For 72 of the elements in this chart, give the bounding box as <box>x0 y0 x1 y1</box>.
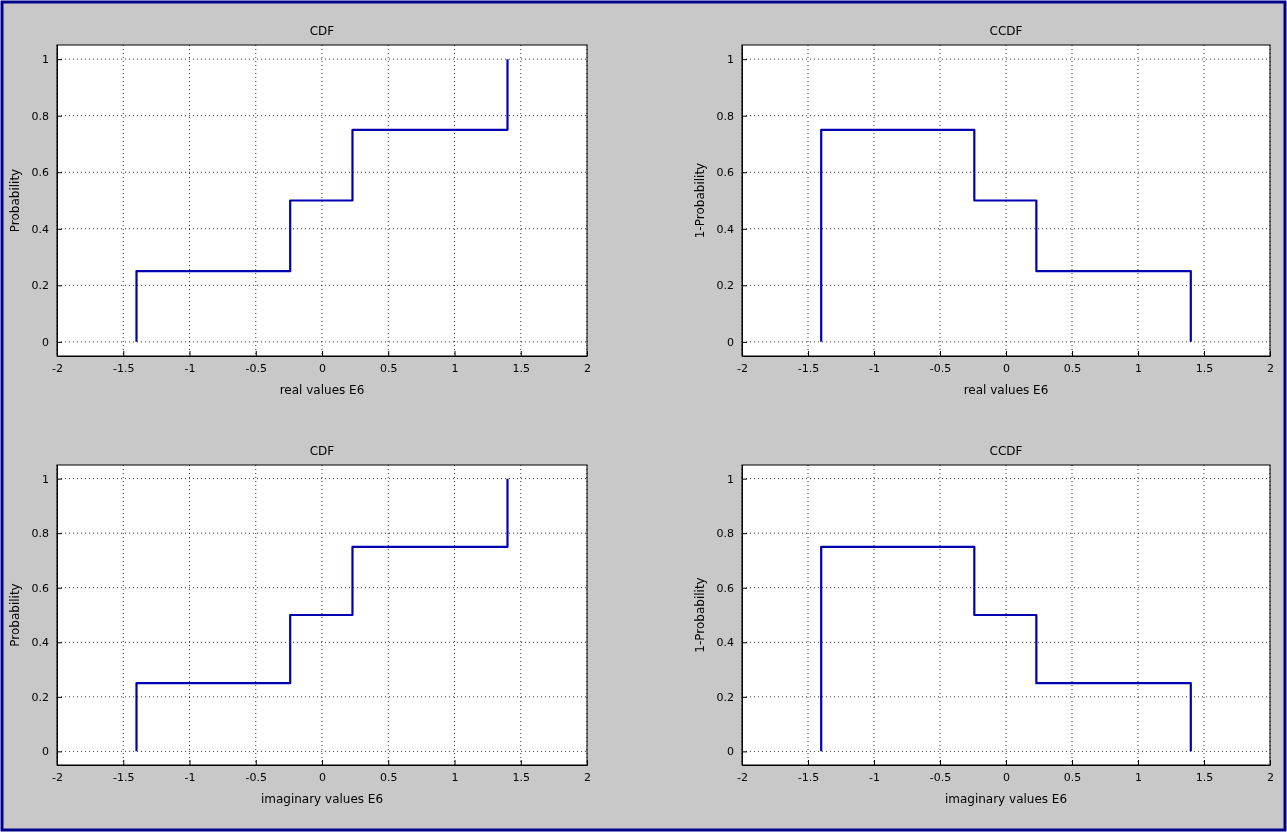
x-tick-label: -1 <box>184 361 196 375</box>
x-tick-label: 0.5 <box>380 361 398 375</box>
x-tick-label: 2 <box>584 361 591 375</box>
x-tick-label: -1.5 <box>797 361 820 375</box>
x-axis-title: imaginary values E6 <box>260 792 384 806</box>
x-tick-label: -0.5 <box>929 361 952 375</box>
y-tick-label: 0 <box>42 335 49 349</box>
x-tick-label: 0 <box>319 361 326 375</box>
x-tick-label: 2 <box>1267 361 1274 375</box>
y-tick-label: 0.8 <box>31 109 49 123</box>
x-axis-title: real values E6 <box>279 383 365 397</box>
y-tick-label: 0.2 <box>31 690 49 704</box>
x-tick-label: -2 <box>737 361 748 375</box>
x-tick-label: 0 <box>319 770 326 784</box>
x-tick-label: -1.5 <box>113 361 135 375</box>
x-tick-label: 0.5 <box>1063 361 1082 375</box>
y-axis-title: 1-Probability <box>693 577 707 653</box>
y-tick-label: 0.8 <box>716 527 734 541</box>
x-tick-label: 0.5 <box>1063 770 1082 784</box>
x-tick-label: 1 <box>451 361 459 375</box>
chart-title: CCDF <box>989 444 1023 458</box>
x-tick-label: 0.5 <box>380 770 398 784</box>
x-tick-label: 1.5 <box>512 770 530 784</box>
y-tick-label: 0.4 <box>31 222 49 236</box>
chart-title: CCDF <box>989 24 1023 38</box>
y-tick-label: 1 <box>727 53 734 67</box>
x-tick-label: -1.5 <box>113 770 135 784</box>
x-tick-label: -1 <box>184 770 196 784</box>
y-tick-label: 0 <box>727 745 734 759</box>
x-axis-title: imaginary values E6 <box>944 792 1068 806</box>
x-tick-label: 1 <box>1135 361 1142 375</box>
x-tick-label: -1.5 <box>797 770 820 784</box>
y-tick-label: 0.6 <box>716 581 734 595</box>
x-axis-title: real values E6 <box>963 383 1049 397</box>
x-tick-label: 1.5 <box>1195 361 1214 375</box>
y-axis-title: 1-Probability <box>693 162 707 239</box>
x-tick-label: 2 <box>584 770 591 784</box>
x-tick-label: -0.5 <box>929 770 952 784</box>
y-tick-label: 0.8 <box>31 527 49 541</box>
x-tick-label: 1.5 <box>512 361 530 375</box>
x-tick-label: 1 <box>451 770 459 784</box>
y-tick-label: 1 <box>727 472 734 486</box>
y-tick-label: 0.8 <box>716 109 734 123</box>
y-tick-label: 1 <box>42 472 49 486</box>
x-tick-label: -2 <box>737 770 748 784</box>
x-tick-label: -0.5 <box>245 361 267 375</box>
x-tick-label: -2 <box>52 770 63 784</box>
y-tick-label: 0.6 <box>716 166 734 180</box>
y-tick-label: 0.2 <box>716 279 734 293</box>
x-tick-label: -0.5 <box>245 770 267 784</box>
y-tick-label: 0 <box>42 745 49 759</box>
x-tick-label: 1 <box>1135 770 1142 784</box>
y-tick-label: 0.2 <box>31 279 49 293</box>
y-tick-label: 1 <box>42 53 49 67</box>
y-axis-title: Probability <box>8 168 22 233</box>
y-tick-label: 0 <box>727 335 734 349</box>
y-tick-label: 0.2 <box>716 690 734 704</box>
y-axis-title: Probability <box>8 583 22 647</box>
chart-title: CDF <box>309 444 335 458</box>
x-tick-label: 1.5 <box>1195 770 1214 784</box>
x-tick-label: 0 <box>1003 770 1010 784</box>
x-tick-label: 0 <box>1003 361 1010 375</box>
chart-title: CDF <box>309 24 335 38</box>
x-tick-label: -1 <box>869 361 880 375</box>
y-tick-label: 0.6 <box>31 166 49 180</box>
x-tick-label: 2 <box>1267 770 1274 784</box>
y-tick-label: 0.6 <box>31 581 49 595</box>
x-tick-label: -1 <box>869 770 880 784</box>
y-tick-label: 0.4 <box>716 222 734 236</box>
y-tick-label: 0.4 <box>31 636 49 650</box>
x-tick-label: -2 <box>52 361 63 375</box>
y-tick-label: 0.4 <box>716 636 734 650</box>
